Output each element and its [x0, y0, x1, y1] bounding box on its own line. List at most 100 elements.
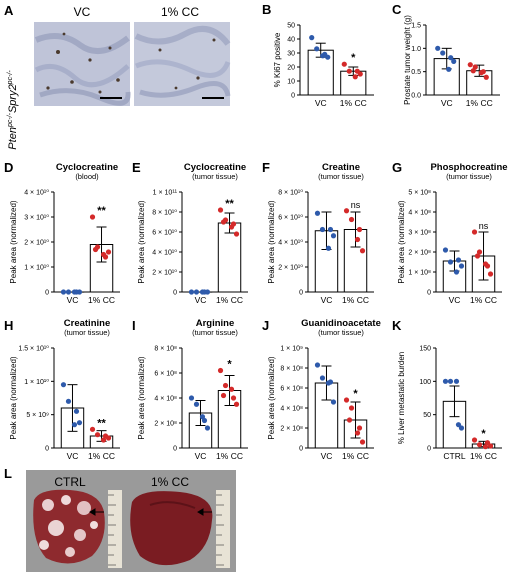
data-point-g-1	[484, 263, 491, 269]
data-point-k-0	[455, 422, 462, 428]
x-category-label-k-0: CTRL	[443, 451, 465, 461]
scale-arrows	[89, 508, 212, 516]
y-tick-label-i: 2 × 10⁸	[154, 421, 177, 428]
data-point-e-1	[230, 221, 237, 227]
chart-k: K % Liver metastatic burden 0 50 100 150 CTRL 1…	[392, 318, 502, 461]
x-category-label-j-0: VC	[321, 451, 333, 461]
y-tick-label-g: 4 × 10⁸	[408, 210, 431, 217]
y-axis-label-e: Peak area (normalized)	[137, 200, 146, 283]
chart-title-f: Creatine	[322, 162, 360, 173]
x-category-label-h-0: VC	[67, 451, 79, 461]
histology-label-cc: 1% CC	[161, 5, 199, 19]
data-point-e-1	[217, 207, 224, 213]
x-category-label-f-1: 1% CC	[342, 295, 369, 305]
significance-d-1: **	[97, 205, 106, 217]
data-point-g-1	[487, 271, 494, 277]
significance-b-1: *	[351, 52, 356, 64]
y-tick-label-k: 50	[423, 412, 431, 419]
significance-h-1: **	[97, 417, 106, 429]
chart-e: E Cyclocreatine(tumor tissue) Peak area (n…	[132, 160, 248, 305]
y-tick-label-k: 0	[427, 446, 431, 453]
data-point-j-1	[354, 430, 361, 436]
y-tick-label-c: 1.0	[411, 46, 421, 53]
histology-label-vc: VC	[74, 5, 91, 19]
data-point-j-1	[356, 425, 363, 431]
x-category-label-i-0: VC	[195, 451, 207, 461]
data-point-b-0	[322, 51, 328, 58]
data-point-k-0	[453, 378, 460, 384]
panel-letter-f: F	[262, 160, 270, 175]
y-tick-label-i: 4 × 10⁸	[154, 396, 177, 403]
data-point-h-1	[100, 437, 107, 443]
data-point-j-0	[330, 399, 337, 405]
chart-title-i: Arginine	[196, 318, 235, 329]
data-point-k-1	[471, 437, 478, 443]
data-point-c-1	[480, 69, 486, 75]
chart-title-j: Guanidinoacetate	[301, 318, 381, 329]
data-point-f-0	[327, 226, 334, 233]
data-point-k-0	[447, 378, 454, 384]
data-point-i-1	[222, 382, 229, 389]
y-tick-label-j: 4 × 10⁸	[280, 406, 303, 413]
y-tick-label-f: 6 × 10¹⁰	[278, 214, 303, 222]
y-tick-label-b: 10	[287, 79, 295, 86]
data-point-j-1	[343, 397, 350, 403]
genotype-label: Ptenpc-/-Spry2pc-/-	[7, 70, 19, 150]
data-point-i-1	[230, 395, 237, 401]
data-point-g-0	[455, 257, 462, 263]
panel-letter-e: E	[132, 160, 141, 175]
data-point-f-0	[325, 245, 332, 251]
y-tick-label-h: 1.5 × 10¹⁰	[18, 345, 49, 353]
chart-h: H Creatinine(tumor tissue) Peak area (norm…	[4, 318, 120, 461]
y-tick-label-f: 0	[299, 290, 303, 297]
x-category-label-c-0: VC	[441, 98, 453, 108]
y-tick-label-h: 0	[45, 446, 49, 453]
data-point-g-0	[458, 263, 465, 269]
panel-a: A VC 1% CC Ptenpc-/-Spry2pc-/-	[4, 3, 231, 150]
data-point-f-0	[319, 226, 326, 233]
x-category-label-g-1: 1% CC	[470, 295, 497, 305]
data-point-j-0	[327, 379, 334, 385]
data-point-i-0	[193, 401, 200, 407]
data-point-d-1	[92, 246, 99, 253]
y-axis-label-d: Peak area (normalized)	[9, 200, 18, 283]
x-category-label-c-1: 1% CC	[466, 98, 493, 108]
y-tick-label-k: 100	[419, 379, 431, 386]
y-axis-label-i: Peak area (normalized)	[137, 356, 146, 439]
data-point-d-0	[73, 289, 80, 295]
x-category-label-b-0: VC	[315, 98, 327, 108]
x-category-label-e-1: 1% CC	[216, 295, 243, 305]
y-tick-label-b: 40	[287, 37, 295, 44]
significance-i-1: *	[227, 359, 232, 371]
data-point-f-0	[314, 210, 321, 216]
x-category-label-k-1: 1% CC	[470, 451, 497, 461]
ruler-ticks-ctrl	[108, 494, 116, 566]
x-category-label-g-0: VC	[449, 295, 461, 305]
y-tick-label-d: 2 × 10¹⁰	[24, 239, 49, 247]
y-tick-label-e: 8 × 10¹⁰	[152, 209, 177, 217]
chart-subtitle-i: (tumor tissue)	[192, 328, 238, 337]
panel-letter-i: I	[132, 318, 136, 333]
chart-subtitle-d: (blood)	[75, 172, 99, 181]
chart-title-d: Cyclocreatine	[56, 162, 118, 173]
panel-letter-a: A	[4, 3, 14, 18]
y-tick-label-b: 20	[287, 65, 295, 72]
panel-letter-c: C	[392, 2, 402, 17]
data-point-e-1	[220, 219, 227, 225]
data-point-b-0	[309, 35, 315, 41]
y-tick-label-j: 8 × 10⁸	[280, 366, 303, 373]
panel-l: L CTRL 1% CC	[4, 466, 236, 572]
y-axis-label-j: Peak area (normalized)	[267, 356, 276, 439]
data-point-b-1	[346, 68, 352, 74]
data-point-d-1	[89, 214, 96, 220]
data-point-b-1	[352, 74, 358, 80]
x-category-label-f-0: VC	[321, 295, 333, 305]
data-point-c-0	[448, 55, 454, 61]
data-point-j-0	[319, 375, 326, 381]
significance-f-1: ns	[351, 200, 361, 210]
liver-label-cc: 1% CC	[151, 475, 189, 489]
liver-cc	[130, 491, 213, 566]
panel-letter-j: J	[262, 318, 269, 333]
y-tick-label-j: 6 × 10⁸	[280, 386, 303, 393]
data-point-i-1	[228, 386, 235, 392]
